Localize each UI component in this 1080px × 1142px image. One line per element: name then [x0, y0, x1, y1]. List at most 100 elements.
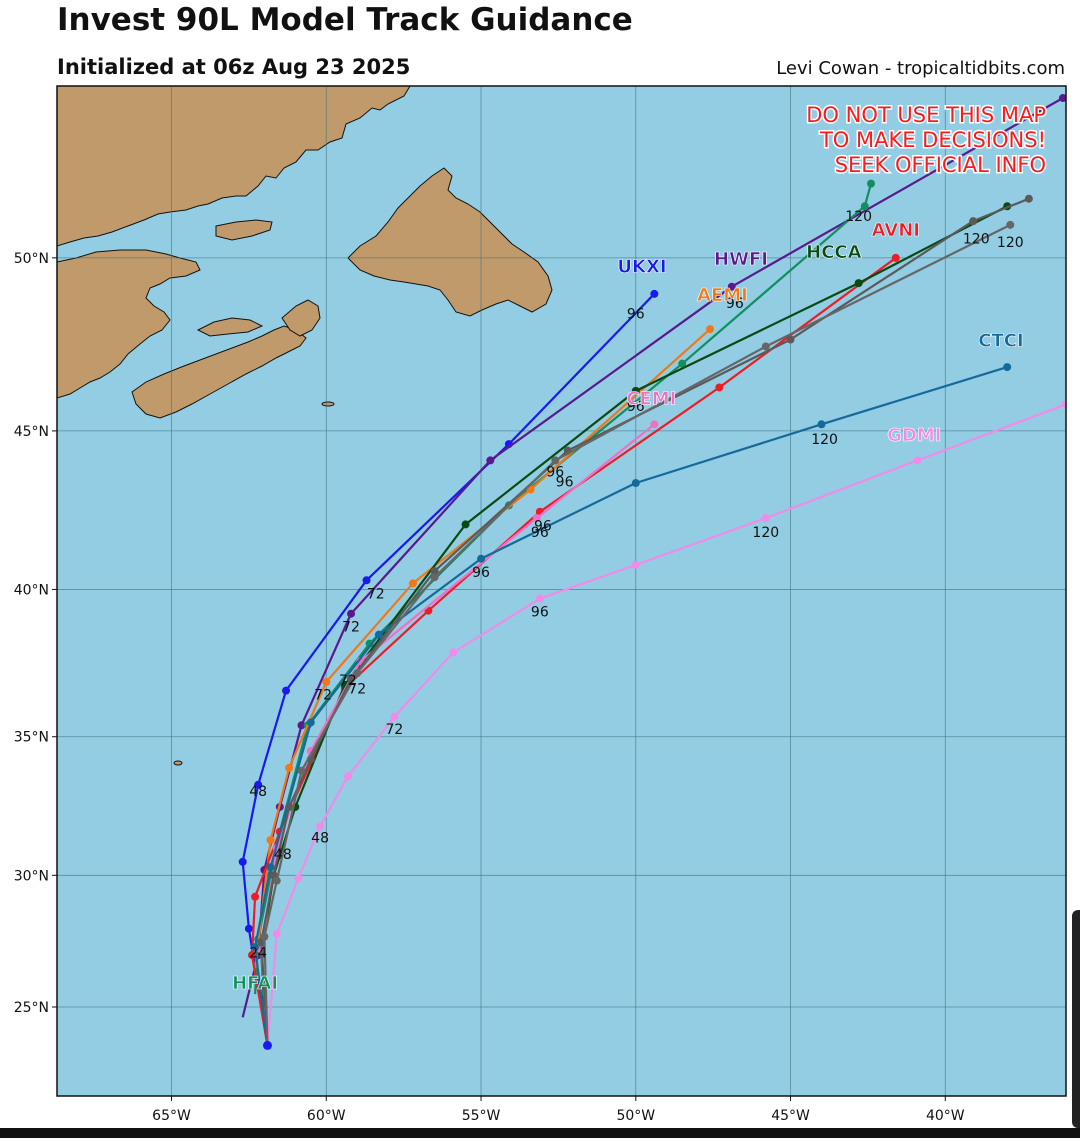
- lat-tick-label: 35°N: [14, 730, 49, 746]
- track-line-gdmi: [266, 403, 1066, 1046]
- forecast-hour-label: 96: [531, 605, 549, 621]
- track-point-aemi: [706, 325, 715, 334]
- credit-text: Levi Cowan - tropicaltidbits.com: [776, 58, 1065, 79]
- track-point-gry1: [969, 217, 978, 226]
- forecast-hour-label: 24: [249, 946, 267, 962]
- track-point-gry2: [297, 766, 306, 775]
- lat-tick-label: 45°N: [14, 424, 49, 440]
- model-label-hwfi: HWFI: [714, 249, 768, 270]
- model-name-labels: UKXI HWFI HFAI AEMI AVNI HCCA CEMI GDMI CTCI: [232, 220, 1024, 995]
- forecast-hour-label: 96: [472, 565, 490, 581]
- track-point-gry1: [285, 802, 294, 811]
- model-label-cemi: CEMI: [626, 388, 676, 409]
- forecast-hour-label: 72: [367, 587, 385, 603]
- forecast-hour-label: 120: [811, 432, 838, 448]
- model-label-ukxi: UKXI: [617, 256, 666, 277]
- forecast-hour-label: 96: [726, 296, 744, 312]
- track-point-gdmi: [294, 873, 303, 882]
- lat-tick-label: 50°N: [14, 251, 49, 267]
- track-point-ctci: [631, 479, 640, 488]
- land-newfoundland: [347, 167, 553, 317]
- track-point-hcca: [854, 279, 863, 288]
- lat-tick-label: 40°N: [14, 582, 49, 598]
- forecast-hour-label: 72: [314, 687, 332, 703]
- track-point-hfai: [860, 202, 869, 211]
- disclaimer-line-1: DO NOT USE THIS MAP: [806, 103, 1046, 127]
- track-point-gdmi: [761, 514, 770, 523]
- track-point-gdmi: [390, 712, 399, 721]
- land-gaspe-newbrunswick: [57, 249, 201, 399]
- forecast-hour-label: 96: [531, 525, 549, 541]
- track-point-cemi: [650, 420, 659, 429]
- track-point-gdmi: [343, 772, 352, 781]
- forecast-hour-label: 120: [963, 231, 990, 247]
- forecast-hour-label: 96: [534, 519, 552, 535]
- forecast-hour-label: 48: [311, 831, 329, 847]
- track-point-aemi: [266, 835, 275, 844]
- track-point-hwfi: [347, 609, 356, 618]
- forecast-hour-label: 72: [385, 722, 403, 738]
- track-point-ctci: [266, 863, 275, 872]
- track-point-ukxi: [244, 924, 253, 933]
- lon-tick-label: 65°W: [152, 1108, 191, 1124]
- track-point-gry2: [1006, 220, 1015, 229]
- track-point-ctci: [306, 718, 315, 727]
- track-point-hcca: [631, 386, 640, 395]
- track-point-gry2: [260, 932, 269, 941]
- land-islet-1: [321, 401, 335, 407]
- track-point-hfai: [678, 359, 687, 368]
- track-point-gdmi: [316, 822, 325, 831]
- model-label-ctci: CTCI: [978, 330, 1023, 351]
- track-point-gdmi: [272, 929, 281, 938]
- track-ctci: [251, 363, 1012, 1046]
- track-point-ukxi: [650, 289, 659, 298]
- disclaimer-line-2: TO MAKE DECISIONS!: [819, 128, 1046, 152]
- forecast-hour-label: 120: [845, 209, 872, 225]
- track-point-hwfi: [727, 282, 736, 291]
- track-point-gdmi: [535, 594, 544, 603]
- track-gdmi: [266, 400, 1066, 1046]
- track-point-aemi: [322, 677, 331, 686]
- track-point-gry2: [272, 876, 281, 885]
- track-point-ukxi: [238, 857, 247, 866]
- track-point-hwfi: [1058, 94, 1066, 103]
- disclaimer-line-3: SEEK OFFICIAL INFO: [835, 153, 1046, 177]
- lon-tick-label: 45°W: [771, 1108, 810, 1124]
- track-point-ctci: [477, 554, 486, 563]
- land-nova-scotia: [131, 325, 307, 419]
- track-gry1: [257, 194, 1033, 1046]
- forecast-hour-label: 96: [627, 307, 645, 323]
- scroll-edge[interactable]: [1072, 910, 1080, 1128]
- track-point-ukxi: [282, 686, 291, 695]
- track-point-gry2: [353, 669, 362, 678]
- forecast-hour-labels: 4872967296120487224729696729648729612096…: [249, 209, 1023, 962]
- model-label-gdmi: GDMI: [887, 425, 941, 446]
- map-title: Invest 90L Model Track Guidance: [57, 2, 633, 38]
- track-point-ctci: [1003, 363, 1012, 372]
- track-point-gdmi: [913, 456, 922, 465]
- track-point-ukxi: [362, 576, 371, 585]
- track-point-hfai: [867, 179, 876, 188]
- track-point-gry1: [430, 567, 439, 576]
- forecast-hour-label: 72: [339, 673, 357, 689]
- lat-tick-label: 30°N: [14, 868, 49, 884]
- track-point-gry2: [551, 456, 560, 465]
- forecast-hour-label: 48: [249, 784, 267, 800]
- track-point-gdmi: [449, 648, 458, 657]
- land-cape-breton: [281, 299, 321, 337]
- track-point-avni: [251, 892, 260, 901]
- forecast-hour-label: 72: [342, 620, 360, 636]
- track-point-gry2: [761, 342, 770, 351]
- track-point-gdmi: [631, 560, 640, 569]
- track-point-hwfi: [297, 721, 306, 730]
- land-labrador-quebec: [57, 86, 411, 247]
- initialization-time: Initialized at 06z Aug 23 2025: [57, 55, 411, 79]
- forecast-hour-label: 96: [627, 399, 645, 415]
- lat-tick-label: 25°N: [14, 1000, 49, 1016]
- track-point-gry1: [1024, 194, 1033, 203]
- model-label-hfai: HFAI: [232, 973, 278, 994]
- track-point-ctci: [374, 630, 383, 639]
- track-point-aemi: [408, 579, 417, 588]
- model-label-aemi: AEMI: [697, 285, 748, 306]
- land-pei: [196, 317, 264, 337]
